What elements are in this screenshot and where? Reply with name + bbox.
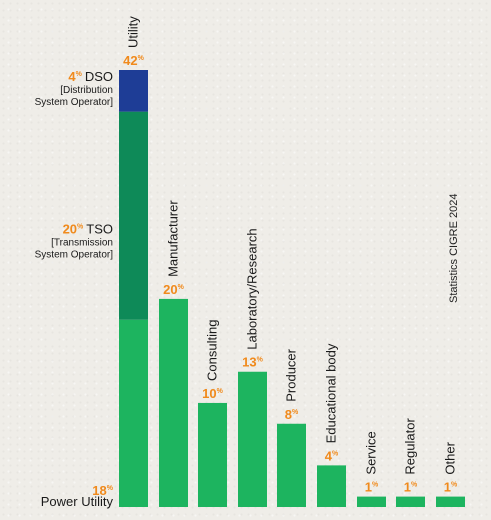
utility-segment-2: [119, 111, 148, 320]
segment-value-dso: 4% DSO: [68, 69, 113, 84]
category-label-utility: Utility: [126, 16, 141, 48]
bar-value-regulator: 1%: [404, 480, 418, 495]
segment-value-tso: 20% TSO: [63, 222, 113, 237]
bar-manufacturer: [159, 298, 188, 507]
bar-value-other: 1%: [444, 480, 458, 495]
category-label-service: Service: [364, 431, 379, 474]
category-label-producer: Producer: [284, 348, 299, 401]
bar-producer: [277, 423, 306, 507]
bar-consulting: [198, 402, 227, 507]
segment-label-power-utility: Power Utility: [41, 494, 114, 509]
utility-segment-1: [119, 319, 148, 507]
category-label-educational-body: Educational body: [324, 343, 339, 443]
segment-desc-tso-1: [Transmission: [51, 238, 113, 249]
segment-desc-dso-1: [Distribution: [60, 85, 113, 96]
category-label-manufacturer: Manufacturer: [166, 200, 181, 277]
bar-value-laboratory-research: 13%: [242, 355, 263, 370]
category-label-laboratory-research: Laboratory/Research: [245, 228, 260, 349]
bar-laboratory-research: [238, 371, 267, 507]
category-label-other: Other: [443, 441, 458, 474]
segment-desc-dso-2: System Operator]: [35, 97, 114, 108]
utility-segment-3: [119, 70, 148, 112]
bar-regulator: [396, 496, 425, 507]
bar-service: [357, 496, 386, 507]
bar-educational-body: [317, 465, 346, 507]
bar-value-utility: 42%: [123, 53, 144, 68]
bar-value-educational-body: 4%: [325, 448, 339, 463]
bar-value-manufacturer: 20%: [163, 282, 184, 297]
source-label: Statistics CIGRE 2024: [448, 194, 460, 303]
bar-other: [436, 496, 465, 507]
bar-value-producer: 8%: [285, 407, 299, 422]
bar-value-service: 1%: [365, 480, 379, 495]
segment-desc-tso-2: System Operator]: [35, 250, 114, 261]
category-label-regulator: Regulator: [403, 418, 418, 475]
category-label-consulting: Consulting: [205, 320, 220, 381]
bar-value-consulting: 10%: [202, 386, 223, 401]
